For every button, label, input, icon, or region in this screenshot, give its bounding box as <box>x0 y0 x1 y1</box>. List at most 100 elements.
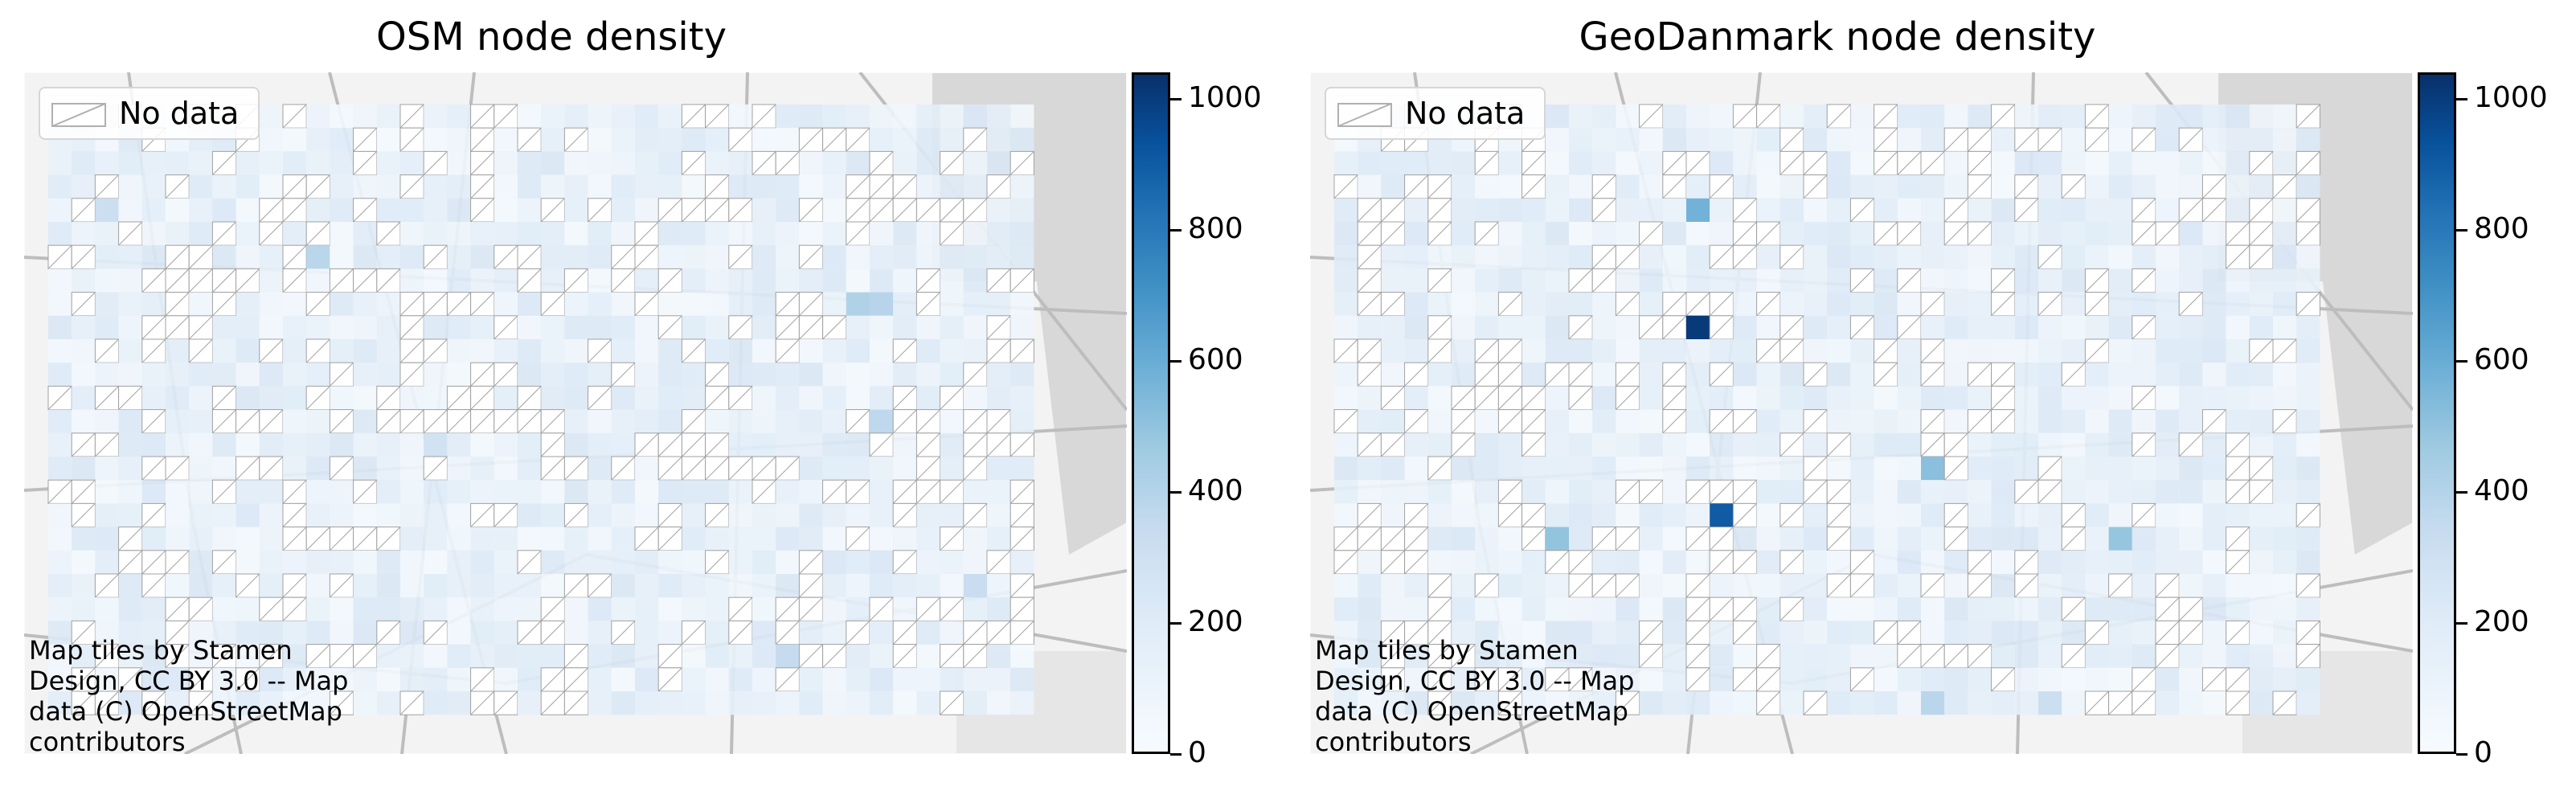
density-cell <box>306 245 330 269</box>
density-cell <box>118 151 142 175</box>
density-cell <box>1334 480 1358 504</box>
density-cell <box>682 174 706 199</box>
nodata-hatch <box>165 292 190 317</box>
density-cell <box>447 550 471 574</box>
density-cell <box>2179 691 2203 715</box>
density-cell <box>1452 527 1476 551</box>
density-cell <box>1639 409 1663 433</box>
density-cell <box>1944 386 1968 410</box>
density-cell <box>1779 644 1804 668</box>
density-cell <box>2156 503 2180 527</box>
nodata-hatch <box>588 198 612 223</box>
nodata-hatch <box>1357 362 1382 387</box>
density-cell <box>1404 480 1428 504</box>
density-cell <box>1779 480 1804 504</box>
density-cell <box>376 363 400 387</box>
density-cell <box>376 667 400 691</box>
nodata-hatch <box>2272 338 2297 363</box>
density-cell <box>1779 691 1804 715</box>
density-cell <box>212 574 236 598</box>
nodata-hatch <box>1427 221 1452 246</box>
nodata-hatch <box>916 456 940 481</box>
density-cell <box>212 691 236 715</box>
nodata-hatch <box>963 198 988 223</box>
nodata-hatch <box>493 691 518 715</box>
density-cell <box>1521 667 1546 691</box>
density-cell <box>400 503 424 527</box>
density-cell <box>635 667 659 691</box>
density-cell <box>424 527 448 551</box>
density-cell <box>2132 339 2156 363</box>
nodata-hatch <box>1874 362 1898 387</box>
density-cell <box>1334 268 1358 293</box>
density-cell <box>658 245 682 269</box>
nodata-hatch <box>1874 151 1898 175</box>
density-cell <box>564 174 588 199</box>
density-cell <box>2156 128 2180 152</box>
density-cell <box>2249 503 2273 527</box>
density-cell <box>1639 245 1663 269</box>
density-cell <box>2202 339 2226 363</box>
density-cell <box>1545 245 1569 269</box>
nodata-hatch <box>1756 292 1781 317</box>
density-cell <box>2273 550 2297 574</box>
nodata-hatch <box>2226 691 2250 715</box>
density-cell <box>493 222 518 246</box>
density-cell <box>2296 480 2320 504</box>
density-cell <box>2273 457 2297 481</box>
nodata-hatch <box>799 244 823 269</box>
colorbar-tick <box>2456 359 2467 363</box>
osm-density-map[interactable] <box>24 72 1127 754</box>
nodata-hatch <box>1850 198 1874 223</box>
nodata-hatch <box>728 244 753 269</box>
density-cell <box>2038 315 2062 339</box>
density-cell <box>611 574 635 598</box>
density-cell <box>48 268 72 293</box>
density-cell <box>1639 174 1663 199</box>
density-cell <box>635 268 659 293</box>
nodata-hatch <box>517 550 542 575</box>
density-cell <box>166 574 190 598</box>
nodata-hatch <box>705 432 730 457</box>
density-cell <box>658 621 682 645</box>
density-cell <box>2226 174 2250 199</box>
density-cell <box>189 174 213 199</box>
density-cell <box>1733 128 1757 152</box>
density-cell <box>1545 268 1569 293</box>
density-cell <box>728 409 752 433</box>
density-cell <box>353 363 377 387</box>
density-cell <box>870 667 894 691</box>
density-cell <box>705 339 729 363</box>
density-cell <box>1334 503 1358 527</box>
nodata-hatch <box>705 198 730 223</box>
density-cell <box>2038 409 2062 433</box>
nodata-hatch <box>564 127 588 152</box>
nodata-hatch <box>1943 127 1968 152</box>
nodata-hatch <box>376 621 401 645</box>
geodanmark-density-map[interactable] <box>1310 72 2413 754</box>
density-cell <box>447 644 471 668</box>
density-cell <box>822 104 846 129</box>
density-cell <box>306 621 330 645</box>
density-cell <box>705 315 729 339</box>
nodata-hatch <box>330 362 354 387</box>
density-cell <box>1804 527 1828 551</box>
density-cell <box>822 527 846 551</box>
density-cell <box>940 457 964 481</box>
density-cell <box>588 409 612 433</box>
density-cell <box>2132 363 2156 387</box>
nodata-hatch <box>1591 198 1616 223</box>
density-cell <box>1427 151 1452 175</box>
density-cell <box>728 174 752 199</box>
density-cell <box>493 292 518 316</box>
colorbar-tick-label: 600 <box>1188 342 1243 376</box>
density-cell <box>1991 222 2015 246</box>
density-cell <box>306 315 330 339</box>
density-cell <box>541 363 565 387</box>
density-cell <box>2132 644 2156 668</box>
density-cell <box>2132 597 2156 621</box>
density-cell <box>2062 128 2086 152</box>
density-cell <box>541 527 565 551</box>
density-cell <box>518 503 542 527</box>
density-cell <box>1921 621 1945 645</box>
